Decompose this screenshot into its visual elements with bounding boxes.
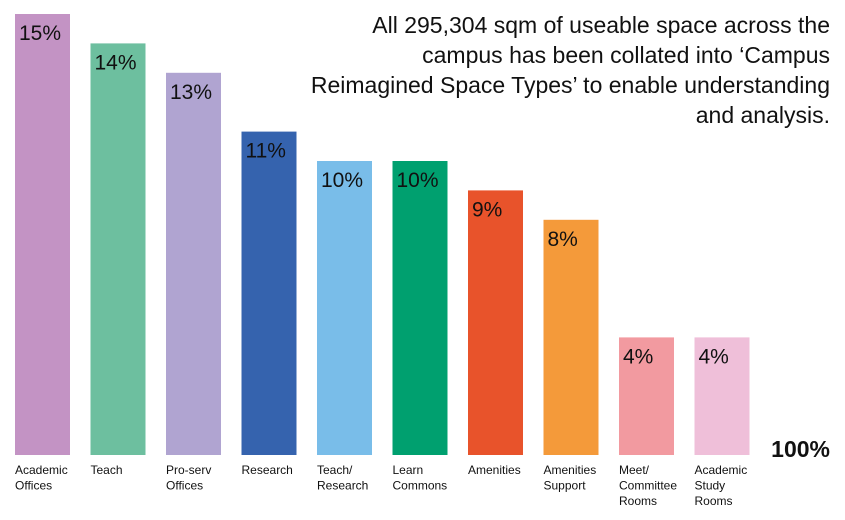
value-label: 9% [472, 198, 502, 221]
total-label: 100% [771, 436, 830, 462]
value-label: 14% [95, 51, 137, 74]
bar [90, 43, 146, 456]
value-label: 4% [699, 345, 729, 368]
value-label: 10% [397, 169, 439, 192]
x-tick-label: Learn Commons [393, 463, 448, 493]
value-label: 13% [170, 81, 212, 104]
annotation: All 295,304 sqm of useable space across … [310, 12, 830, 128]
value-label: 8% [548, 228, 578, 251]
x-tick-label: Academic Offices [15, 463, 68, 493]
x-tick-label: Meet/Committee Rooms [619, 463, 677, 508]
bar [392, 161, 448, 455]
bar [619, 337, 674, 455]
x-tick-label: Pro-serv Offices [166, 463, 211, 493]
bar [241, 131, 297, 455]
bar [317, 161, 372, 455]
value-label: 15% [19, 22, 61, 45]
x-tick-label: Research [242, 463, 293, 477]
value-label: 11% [246, 140, 286, 163]
bar [468, 190, 523, 455]
x-tick-label: Teach [91, 463, 123, 477]
x-tick-label: Academic Study Rooms [695, 463, 748, 508]
x-tick-label: Amenities [468, 463, 521, 477]
bar [543, 219, 599, 455]
value-label: 10% [321, 169, 363, 192]
value-label: 4% [623, 345, 653, 368]
bar [15, 14, 70, 455]
x-tick-label: Teach/Research [317, 463, 368, 493]
x-tick-label: Amenities Support [544, 463, 597, 493]
bar [166, 72, 221, 456]
bar [694, 337, 750, 455]
